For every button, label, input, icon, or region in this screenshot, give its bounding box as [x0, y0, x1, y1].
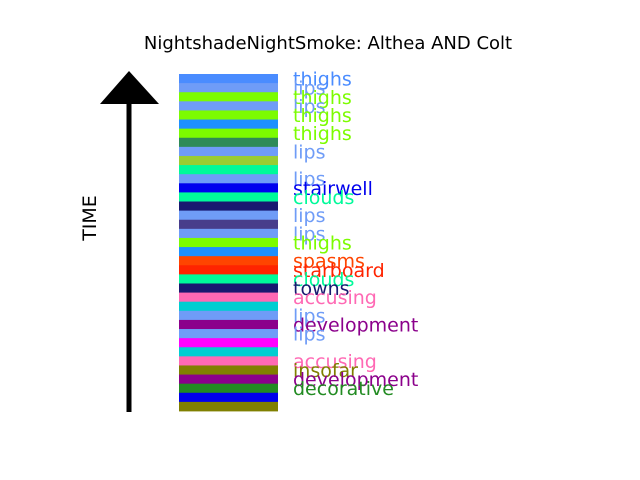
stripe-labels: thighslipsthighslipsthighsthighslipslips… — [293, 69, 418, 401]
stripe — [179, 319, 278, 330]
stripe — [179, 265, 278, 275]
stripe-label: accusing — [293, 351, 377, 373]
stripe-label: thighs — [293, 87, 352, 109]
stripe — [179, 137, 278, 148]
stripe — [179, 365, 278, 375]
stripe-label: lips — [293, 78, 326, 100]
stripe-label: lips — [293, 141, 326, 163]
stripe — [179, 329, 278, 339]
chart-title: NightshadeNightSmoke: Althea AND Colt — [144, 33, 512, 54]
stripe — [179, 283, 278, 293]
stripe — [179, 383, 278, 394]
stripe-label: accusing — [293, 287, 377, 309]
stripe-label: lips — [293, 324, 326, 346]
stripe-label: insofar — [293, 360, 358, 382]
stripe-label: decorative — [293, 378, 394, 400]
stripe-label: development — [293, 314, 418, 336]
stripe-label: lips — [293, 205, 326, 227]
stripe — [179, 392, 278, 403]
stripe-label: lips — [293, 96, 326, 118]
stripe — [179, 356, 278, 366]
stripe — [179, 374, 278, 385]
stripe — [179, 74, 278, 84]
stripe — [179, 237, 278, 248]
stripe-bar — [179, 74, 278, 412]
stripe — [179, 119, 278, 130]
stripe-label: thighs — [293, 123, 352, 145]
stripe — [179, 83, 278, 93]
stripe — [179, 338, 278, 348]
stripe — [179, 146, 278, 157]
stripe — [179, 192, 278, 202]
stripe — [179, 219, 278, 230]
stripe — [179, 256, 278, 266]
stripe — [179, 92, 278, 102]
stripe — [179, 347, 278, 357]
stripe — [179, 183, 278, 193]
stripe-label: spasms — [293, 251, 365, 273]
stripe — [179, 201, 278, 212]
stripe — [179, 247, 278, 257]
stripe-label: starboard — [293, 260, 385, 282]
stripe-label: thighs — [293, 233, 352, 255]
time-arrow-shaft — [126, 100, 132, 412]
stripe — [179, 155, 278, 166]
stripe-label: thighs — [293, 69, 352, 91]
stripe-label: lips — [293, 305, 326, 327]
stripe — [179, 310, 278, 321]
stripe — [179, 110, 278, 120]
stripe-label: development — [293, 369, 418, 391]
stripe — [179, 210, 278, 221]
stripe-label: clouds — [293, 269, 354, 291]
stripe — [179, 101, 278, 111]
stripe-label: towns — [293, 278, 350, 300]
stripe — [179, 174, 278, 184]
y-axis-label: TIME — [79, 195, 101, 242]
time-arrow — [100, 71, 159, 412]
time-arrow-head — [100, 71, 159, 104]
stripe-label: clouds — [293, 187, 354, 209]
stripe — [179, 292, 278, 303]
stripe-label: thighs — [293, 105, 352, 127]
stripe-label: stairwell — [293, 178, 373, 200]
stripe — [179, 128, 278, 139]
stripe — [179, 401, 278, 412]
stripe — [179, 228, 278, 239]
stripe-label: lips — [293, 169, 326, 191]
stripe — [179, 301, 278, 312]
stripe — [179, 165, 278, 175]
stripe-label: lips — [293, 223, 326, 245]
stripe — [179, 274, 278, 284]
